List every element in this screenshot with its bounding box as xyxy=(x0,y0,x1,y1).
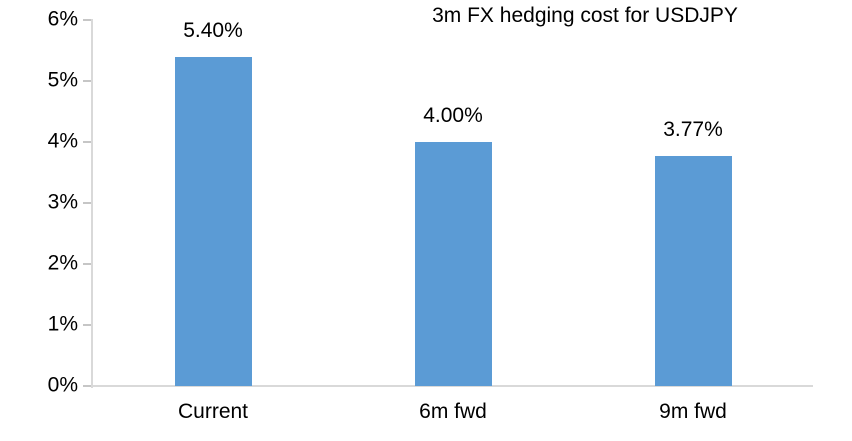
y-axis-tick-label: 2% xyxy=(47,251,78,275)
bar-6m-fwd xyxy=(414,142,492,386)
y-axis-tick-label: 3% xyxy=(47,190,78,214)
bar-current xyxy=(174,56,252,386)
y-axis-tick-mark xyxy=(83,202,91,204)
x-axis-line xyxy=(91,385,813,387)
chart-title: 3m FX hedging cost for USDJPY xyxy=(432,4,738,27)
bar-9m-fwd xyxy=(654,156,732,386)
x-axis-category-label: 9m fwd xyxy=(659,400,727,423)
y-axis-tick-mark xyxy=(83,80,91,82)
y-axis-tick-mark xyxy=(83,263,91,265)
y-axis-tick-label: 5% xyxy=(47,68,78,92)
y-axis-tick-mark xyxy=(83,19,91,21)
y-axis-tick-mark xyxy=(83,324,91,326)
y-axis-line xyxy=(91,19,93,388)
y-axis-tick-label: 1% xyxy=(47,312,78,336)
y-axis-tick-label: 6% xyxy=(47,7,78,31)
x-axis-category-label: 6m fwd xyxy=(419,400,487,423)
y-axis-tick-label: 0% xyxy=(47,373,78,397)
data-label: 5.40% xyxy=(183,18,243,42)
y-axis-tick-label: 4% xyxy=(47,129,78,153)
x-axis-category-label: Current xyxy=(177,400,249,423)
data-label: 3.77% xyxy=(663,118,723,142)
y-axis-tick-mark xyxy=(83,385,91,387)
data-label: 4.00% xyxy=(423,104,483,127)
y-axis-tick-mark xyxy=(83,141,91,143)
